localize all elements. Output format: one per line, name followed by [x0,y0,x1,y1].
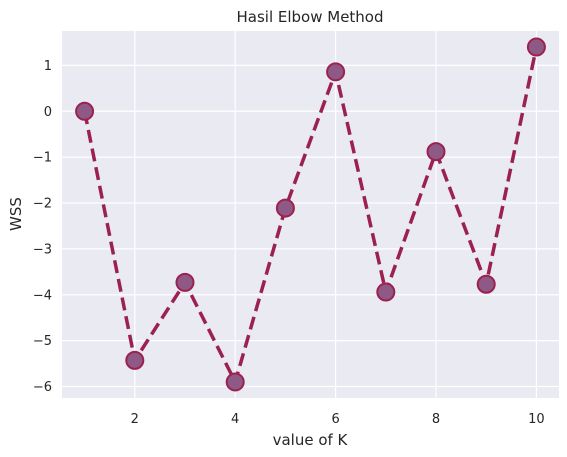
y-tick-label: −6 [33,380,52,395]
data-point [526,37,546,57]
x-tick-labels: 2 4 6 8 10 [131,412,545,427]
data-point [275,198,295,218]
chart-title: Hasil Elbow Method [236,8,383,26]
data-point [326,62,346,82]
y-tick-label: −5 [33,334,52,349]
x-tick-label: 4 [231,412,239,427]
y-tick-label: −1 [33,151,52,166]
x-tick-label: 8 [432,412,440,427]
plot-background [62,31,559,398]
data-point [476,274,496,294]
y-tick-label: 1 [44,59,52,74]
data-point [225,372,245,392]
x-tick-label: 6 [331,412,339,427]
x-tick-label: 10 [528,412,545,427]
series-line [82,46,539,384]
y-tick-label: −4 [33,288,52,303]
y-tick-labels: 1 0 −1 −2 −3 −4 −5 −6 [33,59,52,395]
data-point [75,101,95,121]
data-points [75,37,546,392]
grid [62,31,559,398]
y-tick-label: −3 [33,242,52,257]
data-point [376,282,396,302]
data-point [426,142,446,162]
x-axis-label: value of K [273,431,349,449]
x-tick-label: 2 [131,412,139,427]
y-tick-label: −2 [33,197,52,212]
data-point [175,272,195,292]
y-tick-label: 0 [44,105,52,120]
y-axis-label: WSS [7,197,25,231]
data-point [125,350,145,370]
